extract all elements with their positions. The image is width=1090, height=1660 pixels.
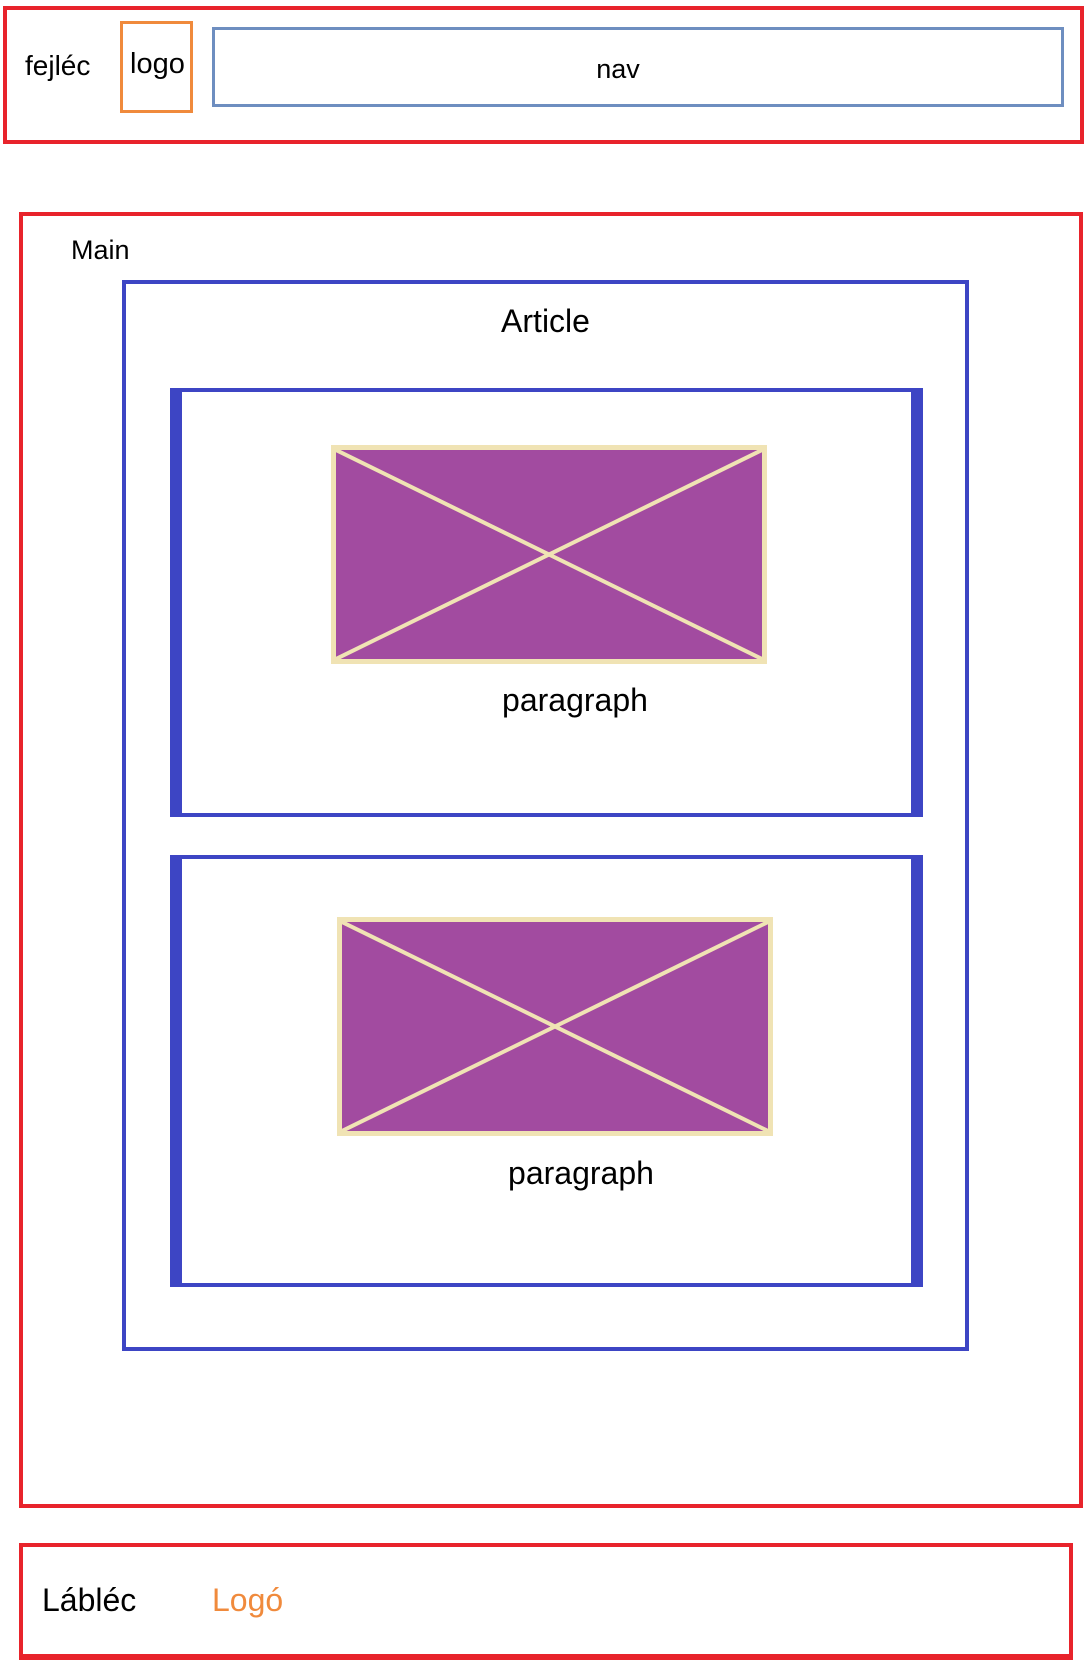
image-cross-icon (336, 450, 762, 659)
article-label: Article (501, 303, 590, 339)
image-cross-icon (342, 922, 768, 1131)
section-box (170, 388, 923, 817)
header-label: fejléc (25, 50, 91, 81)
nav-placeholder: nav (212, 27, 1064, 107)
logo-placeholder (120, 21, 193, 113)
image-placeholder-icon (337, 917, 773, 1136)
section-box (170, 855, 923, 1287)
image-placeholder-icon (331, 445, 767, 664)
footer-logo-label: Logó (212, 1582, 284, 1618)
logo-label: logo (130, 48, 185, 80)
paragraph-label: paragraph (508, 1155, 654, 1191)
footer-region (19, 1543, 1073, 1660)
paragraph-label: paragraph (502, 682, 648, 718)
nav-label: nav (596, 54, 640, 84)
main-label: Main (71, 235, 130, 265)
header-region (3, 6, 1084, 144)
main-region (19, 212, 1083, 1508)
article-region (122, 280, 969, 1351)
footer-label: Lábléc (42, 1582, 137, 1618)
